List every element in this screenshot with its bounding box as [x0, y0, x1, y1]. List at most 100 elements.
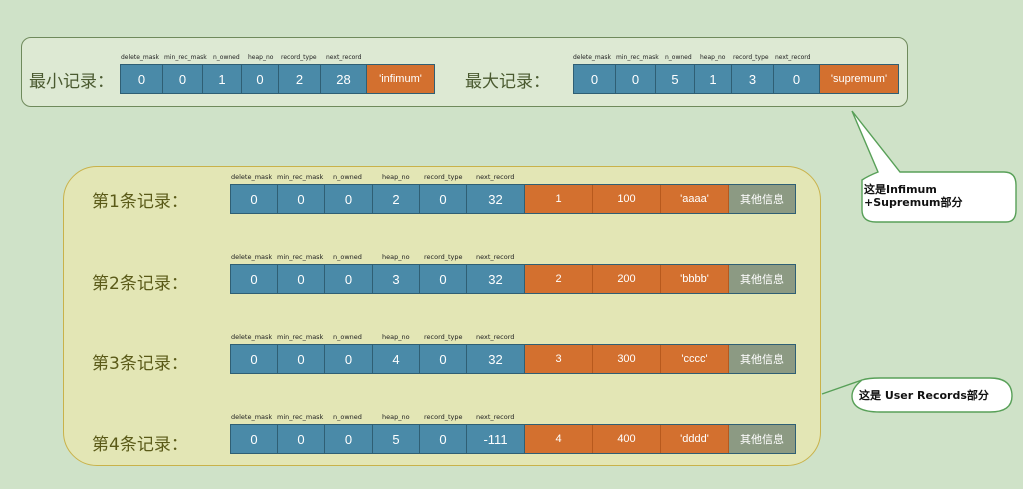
record-1-other-info: 其他信息	[729, 185, 795, 213]
record-2-delete-mask: 0	[231, 265, 278, 293]
record-3-col-3: 'cccc'	[661, 345, 729, 373]
record-2-other-info: 其他信息	[729, 265, 795, 293]
infimum-record: 0 0 1 0 2 28 'infimum'	[120, 64, 435, 94]
callout-user-records-text: 这是 User Records部分	[859, 389, 989, 402]
record-4-header-delete-mask: delete_mask	[231, 413, 273, 421]
record-3: 0 0 0 4 0 32 3 300 'cccc' 其他信息	[230, 344, 796, 374]
record-2-header-heap-no: heap_no	[382, 253, 410, 261]
supremum-header-heap-no: heap_no	[700, 54, 726, 61]
record-3-record-type: 0	[420, 345, 467, 373]
record-2-next-record: 32	[467, 265, 525, 293]
record-3-header-next-record: next_record	[476, 333, 515, 341]
infimum-next-record: 28	[321, 65, 367, 93]
record-4-next-record: -111	[467, 425, 525, 453]
user-records-group	[63, 166, 821, 466]
record-4-n-owned: 0	[325, 425, 373, 453]
record-2-heap-no: 3	[373, 265, 420, 293]
supremum-label: 最大记录：	[465, 72, 550, 92]
record-1-record-type: 0	[420, 185, 467, 213]
record-1-min-rec-mask: 0	[278, 185, 325, 213]
callout-user-records-bubble	[821, 377, 1013, 413]
record-1-n-owned: 0	[325, 185, 373, 213]
record-2-label: 第2条记录：	[92, 274, 188, 294]
record-3-header-min-rec-mask: min_rec_mask	[277, 333, 324, 341]
supremum-header-record-type: record_type	[733, 54, 769, 61]
infimum-header-heap-no: heap_no	[248, 54, 274, 61]
supremum-heap-no: 1	[695, 65, 732, 93]
record-3-delete-mask: 0	[231, 345, 278, 373]
infimum-n-owned: 1	[203, 65, 242, 93]
record-1-label: 第1条记录：	[92, 192, 188, 212]
record-3-label: 第3条记录：	[92, 354, 188, 374]
record-3-header-record-type: record_type	[424, 333, 463, 341]
supremum-record: 0 0 5 1 3 0 'supremum'	[573, 64, 899, 94]
record-3-heap-no: 4	[373, 345, 420, 373]
infimum-min-rec-mask: 0	[163, 65, 203, 93]
record-4-min-rec-mask: 0	[278, 425, 325, 453]
record-3-header-heap-no: heap_no	[382, 333, 410, 341]
record-1: 0 0 0 2 0 32 1 100 'aaaa' 其他信息	[230, 184, 796, 214]
supremum-header-min-rec-mask: min_rec_mask	[616, 54, 659, 61]
record-3-other-info: 其他信息	[729, 345, 795, 373]
callout-infimum-supremum-bubble	[851, 110, 1017, 223]
record-3-col-1: 3	[525, 345, 593, 373]
supremum-next-record: 0	[774, 65, 820, 93]
record-4-header-heap-no: heap_no	[382, 413, 410, 421]
record-4-col-1: 4	[525, 425, 593, 453]
record-3-next-record: 32	[467, 345, 525, 373]
supremum-n-owned: 5	[656, 65, 695, 93]
record-1-delete-mask: 0	[231, 185, 278, 213]
supremum-header-next-record: next_record	[775, 54, 811, 61]
infimum-header-next-record: next_record	[326, 54, 362, 61]
infimum-record-type: 2	[279, 65, 321, 93]
infimum-delete-mask: 0	[121, 65, 163, 93]
record-4-other-info: 其他信息	[729, 425, 795, 453]
record-2-header-n-owned: n_owned	[333, 253, 362, 261]
record-3-header-n-owned: n_owned	[333, 333, 362, 341]
record-1-col-2: 100	[593, 185, 661, 213]
record-2-header-min-rec-mask: min_rec_mask	[277, 253, 324, 261]
infimum-heap-no: 0	[242, 65, 279, 93]
record-1-header-n-owned: n_owned	[333, 173, 362, 181]
infimum-header-delete-mask: delete_mask	[121, 54, 160, 61]
record-1-header-min-rec-mask: min_rec_mask	[277, 173, 324, 181]
record-2: 0 0 0 3 0 32 2 200 'bbbb' 其他信息	[230, 264, 796, 294]
record-2-header-delete-mask: delete_mask	[231, 253, 273, 261]
record-2-col-2: 200	[593, 265, 661, 293]
supremum-delete-mask: 0	[574, 65, 616, 93]
record-2-col-3: 'bbbb'	[661, 265, 729, 293]
record-4-record-type: 0	[420, 425, 467, 453]
record-3-col-2: 300	[593, 345, 661, 373]
record-2-header-next-record: next_record	[476, 253, 515, 261]
record-3-header-delete-mask: delete_mask	[231, 333, 273, 341]
record-2-n-owned: 0	[325, 265, 373, 293]
record-1-heap-no: 2	[373, 185, 420, 213]
infimum-value: 'infimum'	[367, 65, 434, 93]
record-4-header-min-rec-mask: min_rec_mask	[277, 413, 324, 421]
infimum-header-n-owned: n_owned	[213, 54, 240, 61]
record-4-header-record-type: record_type	[424, 413, 463, 421]
callout-infimum-supremum-text: 这是Infimum +Supremum部分	[864, 183, 963, 209]
record-4-delete-mask: 0	[231, 425, 278, 453]
record-2-min-rec-mask: 0	[278, 265, 325, 293]
record-4: 0 0 0 5 0 -111 4 400 'dddd' 其他信息	[230, 424, 796, 454]
record-1-header-next-record: next_record	[476, 173, 515, 181]
record-2-col-1: 2	[525, 265, 593, 293]
record-4-header-next-record: next_record	[476, 413, 515, 421]
record-2-record-type: 0	[420, 265, 467, 293]
record-4-heap-no: 5	[373, 425, 420, 453]
record-1-col-3: 'aaaa'	[661, 185, 729, 213]
supremum-header-delete-mask: delete_mask	[573, 54, 612, 61]
record-1-header-delete-mask: delete_mask	[231, 173, 273, 181]
infimum-label: 最小记录：	[29, 72, 114, 92]
record-1-next-record: 32	[467, 185, 525, 213]
record-4-header-n-owned: n_owned	[333, 413, 362, 421]
supremum-min-rec-mask: 0	[616, 65, 656, 93]
infimum-header-min-rec-mask: min_rec_mask	[164, 54, 207, 61]
record-3-n-owned: 0	[325, 345, 373, 373]
record-1-col-1: 1	[525, 185, 593, 213]
record-1-header-heap-no: heap_no	[382, 173, 410, 181]
supremum-header-n-owned: n_owned	[665, 54, 692, 61]
record-3-min-rec-mask: 0	[278, 345, 325, 373]
